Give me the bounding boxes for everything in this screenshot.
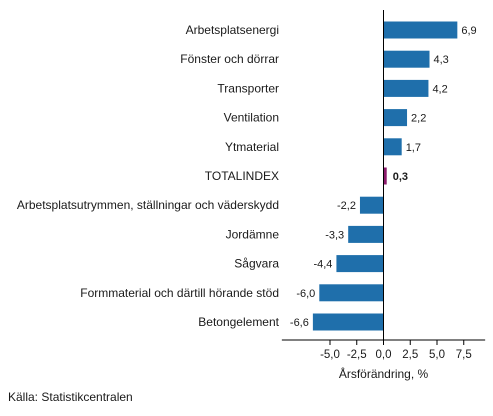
bar-4 bbox=[383, 138, 402, 156]
value-label: -6,6 bbox=[290, 317, 309, 329]
x-tick-label: 7,5 bbox=[456, 349, 472, 361]
category-label: Ventilation bbox=[224, 111, 279, 125]
value-label: 1,7 bbox=[406, 142, 421, 154]
source-note: Källa: Statistikcentralen bbox=[8, 390, 133, 404]
category-label: Betongelement bbox=[198, 315, 279, 329]
bar-7 bbox=[348, 225, 384, 243]
x-tick-label: -5,0 bbox=[320, 349, 340, 361]
bar-0 bbox=[383, 21, 458, 39]
bar-8 bbox=[336, 255, 384, 273]
x-tick-label: 0,0 bbox=[376, 349, 392, 361]
category-label: Formmaterial och därtill hörande stöd bbox=[80, 286, 279, 300]
x-axis-title: Årsförändring, % bbox=[339, 366, 429, 381]
category-label: Sågvara bbox=[234, 257, 279, 271]
category-label: Transporter bbox=[217, 81, 279, 95]
x-tick-label: 2,5 bbox=[402, 349, 418, 361]
bars-group bbox=[312, 21, 458, 331]
category-labels: Arbetsplatsenergi Fönster och dörrar Trans… bbox=[17, 23, 280, 329]
value-label: -6,0 bbox=[296, 288, 315, 300]
bar-3 bbox=[383, 109, 408, 127]
value-label: -2,2 bbox=[337, 200, 356, 212]
value-label: -4,4 bbox=[313, 259, 332, 271]
value-label: 0,3 bbox=[393, 171, 408, 183]
bar-10 bbox=[312, 313, 384, 331]
category-label: TOTALINDEX bbox=[205, 169, 279, 183]
category-label: Jordämne bbox=[226, 227, 280, 241]
value-label: 4,2 bbox=[432, 83, 447, 95]
bar-6 bbox=[359, 196, 384, 214]
bar-1 bbox=[383, 50, 430, 68]
bar-9 bbox=[319, 284, 384, 302]
value-label: 4,3 bbox=[434, 54, 449, 66]
value-label: 6,9 bbox=[461, 25, 476, 37]
value-label: 2,2 bbox=[411, 113, 426, 125]
x-tick-label: 5,0 bbox=[429, 349, 445, 361]
x-axis-ticks: -5,0 -2,5 0,0 2,5 5,0 7,5 bbox=[320, 340, 472, 361]
value-labels: 6,9 4,3 4,2 2,2 1,7 0,3 -2,2 -3,3 -4,4 -6,0 -6,6 bbox=[290, 25, 477, 329]
category-label: Ytmaterial bbox=[225, 140, 279, 154]
category-label: Arbetsplatsenergi bbox=[186, 23, 279, 37]
bar-5 bbox=[383, 167, 387, 185]
category-label: Fönster och dörrar bbox=[180, 52, 279, 66]
value-label: -3,3 bbox=[325, 229, 344, 241]
bar-2 bbox=[383, 79, 429, 97]
category-label: Arbetsplatsutrymmen, ställningar och väd… bbox=[17, 198, 279, 212]
x-tick-label: -2,5 bbox=[347, 349, 367, 361]
